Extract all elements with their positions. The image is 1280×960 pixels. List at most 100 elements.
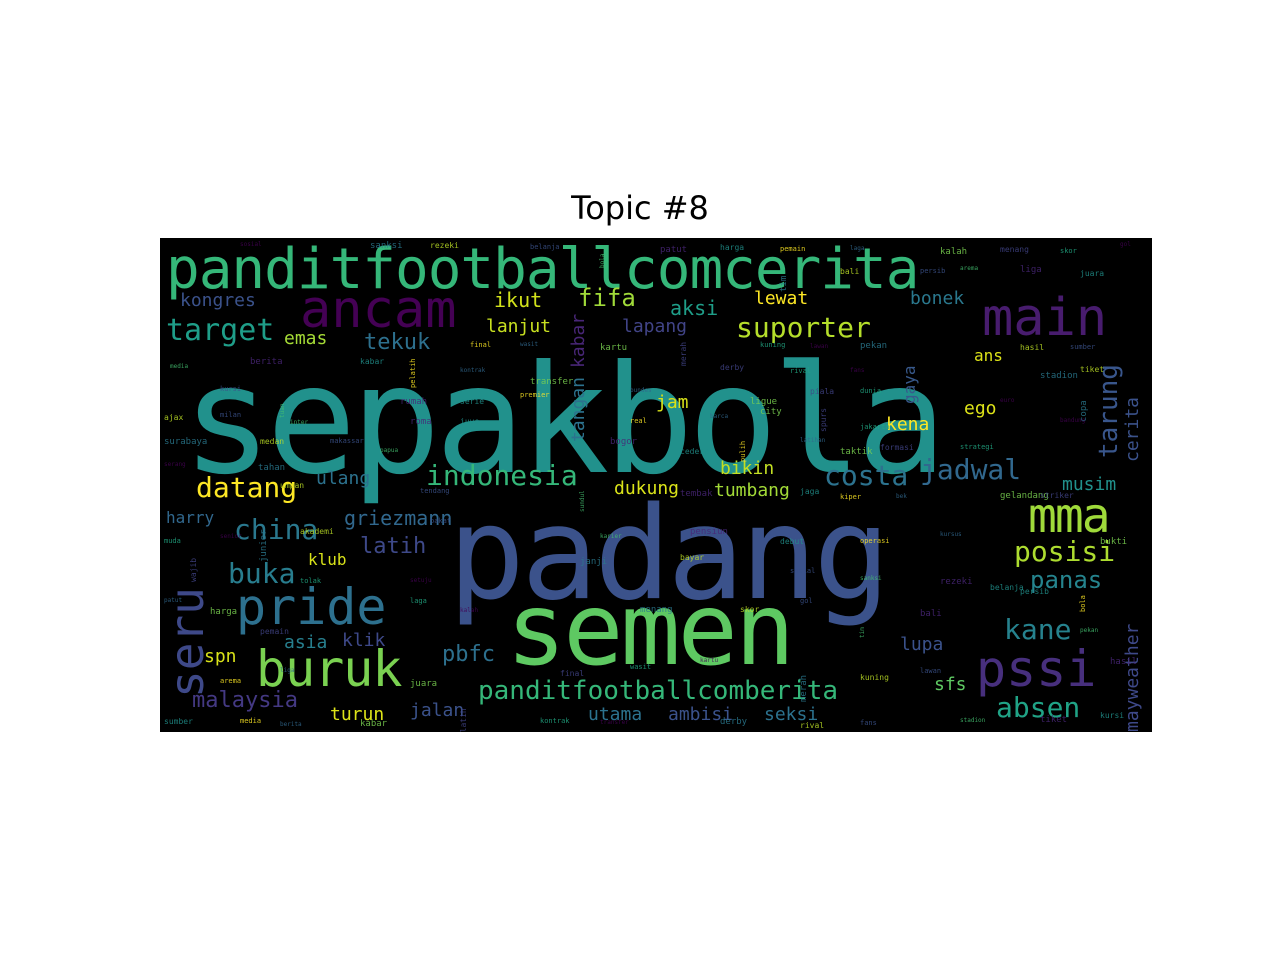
word: ego [964,398,997,419]
word: liga [1020,265,1042,275]
word: belanja [990,583,1024,592]
word: pbfc [442,642,495,667]
word: janji [580,557,608,567]
word: gol [1120,241,1131,248]
word: bundes [630,387,652,394]
word: spurs [819,407,828,432]
word: lanjut [486,316,552,337]
word: gaya [900,365,919,404]
word: pemain [260,627,289,636]
word: ambisi [668,704,734,725]
word: tuan [279,403,286,418]
word: inter [290,419,309,426]
word: kane [1004,613,1072,646]
word: tolak [300,577,322,585]
word: bogor [610,437,638,447]
word: milan [220,411,242,419]
word: pride [236,578,387,636]
word: harga [720,243,745,252]
word: kursi [220,385,242,393]
word: kuning [760,341,786,349]
word: bola [599,253,606,268]
word: premier [520,391,550,399]
word: rival [790,367,812,375]
word: debut [780,537,805,546]
word: panas [1030,566,1103,594]
word: posisi [1014,535,1116,568]
word: rumah [400,397,428,407]
word: muda [164,537,181,545]
word: jadwal [920,453,1022,486]
word: pelatih [409,358,417,388]
word: laga [410,597,427,605]
word: bonek [910,288,965,309]
word: hasil [1110,657,1138,667]
word: latihan [800,437,826,444]
word: pensiun [690,527,728,537]
word: sosial [240,241,262,248]
word: ligue [750,397,778,407]
word: karier [600,533,622,540]
word: kursus [940,531,962,538]
word: juara [1080,269,1105,278]
word: spn [204,646,237,667]
word: suporter [736,311,871,344]
word: liga [280,667,295,674]
word: fifa [578,284,636,312]
word: ajax [164,413,184,422]
word: tarung [1094,364,1124,458]
word: arema [220,677,242,685]
word: sanksi [860,575,882,582]
word: senior [220,533,242,540]
word: kuning [860,673,889,682]
word: kongres [180,290,256,311]
word: wajib [189,557,198,582]
word: patut [660,245,688,255]
word: emas [284,328,328,349]
word: kalah [460,607,479,614]
word: ikut [494,288,543,312]
word: hasil [1020,343,1045,352]
word: menang [1000,245,1029,254]
word: transfer [530,377,574,387]
word: tiket [1080,365,1105,374]
word: malaysia [192,688,298,713]
word: wasit [630,663,652,671]
word: stadion [1040,371,1078,381]
word: main [982,288,1108,348]
word: kontrak [540,717,570,725]
word: strategi [960,443,994,451]
word: pulih [739,440,747,462]
word: surabaya [164,437,208,447]
word: laga [850,245,865,252]
word: padang [448,480,890,629]
word: bukti [1100,537,1128,547]
word: sepakbola [182,334,947,508]
word: griezmann [344,506,453,530]
word: serie [460,397,485,406]
word: panditfootballcomcerita [166,238,919,302]
word: turun [330,704,385,725]
word: jalan [410,700,465,721]
word: ulang [316,468,371,489]
word: bikin [720,458,775,479]
word: mma [1028,488,1111,544]
word: tekuk [364,330,431,355]
word: derby [720,363,745,372]
word: patut [164,597,183,604]
word: juve [460,417,480,426]
word: rezeki [430,241,459,250]
word: tim [859,627,866,638]
word: asia [284,632,328,653]
word-cloud: sepakbola padang semen panditfootballcom… [160,238,1152,732]
word: sundul [579,490,586,512]
word: lawan [920,667,942,675]
word: lapang [622,316,688,337]
word: tendang [420,487,450,495]
word: dunia [860,387,882,395]
word: bayar [680,553,705,562]
word: utama [588,704,643,725]
word: piala [810,387,835,396]
word: kiper [840,493,862,501]
word: berita [280,721,302,728]
